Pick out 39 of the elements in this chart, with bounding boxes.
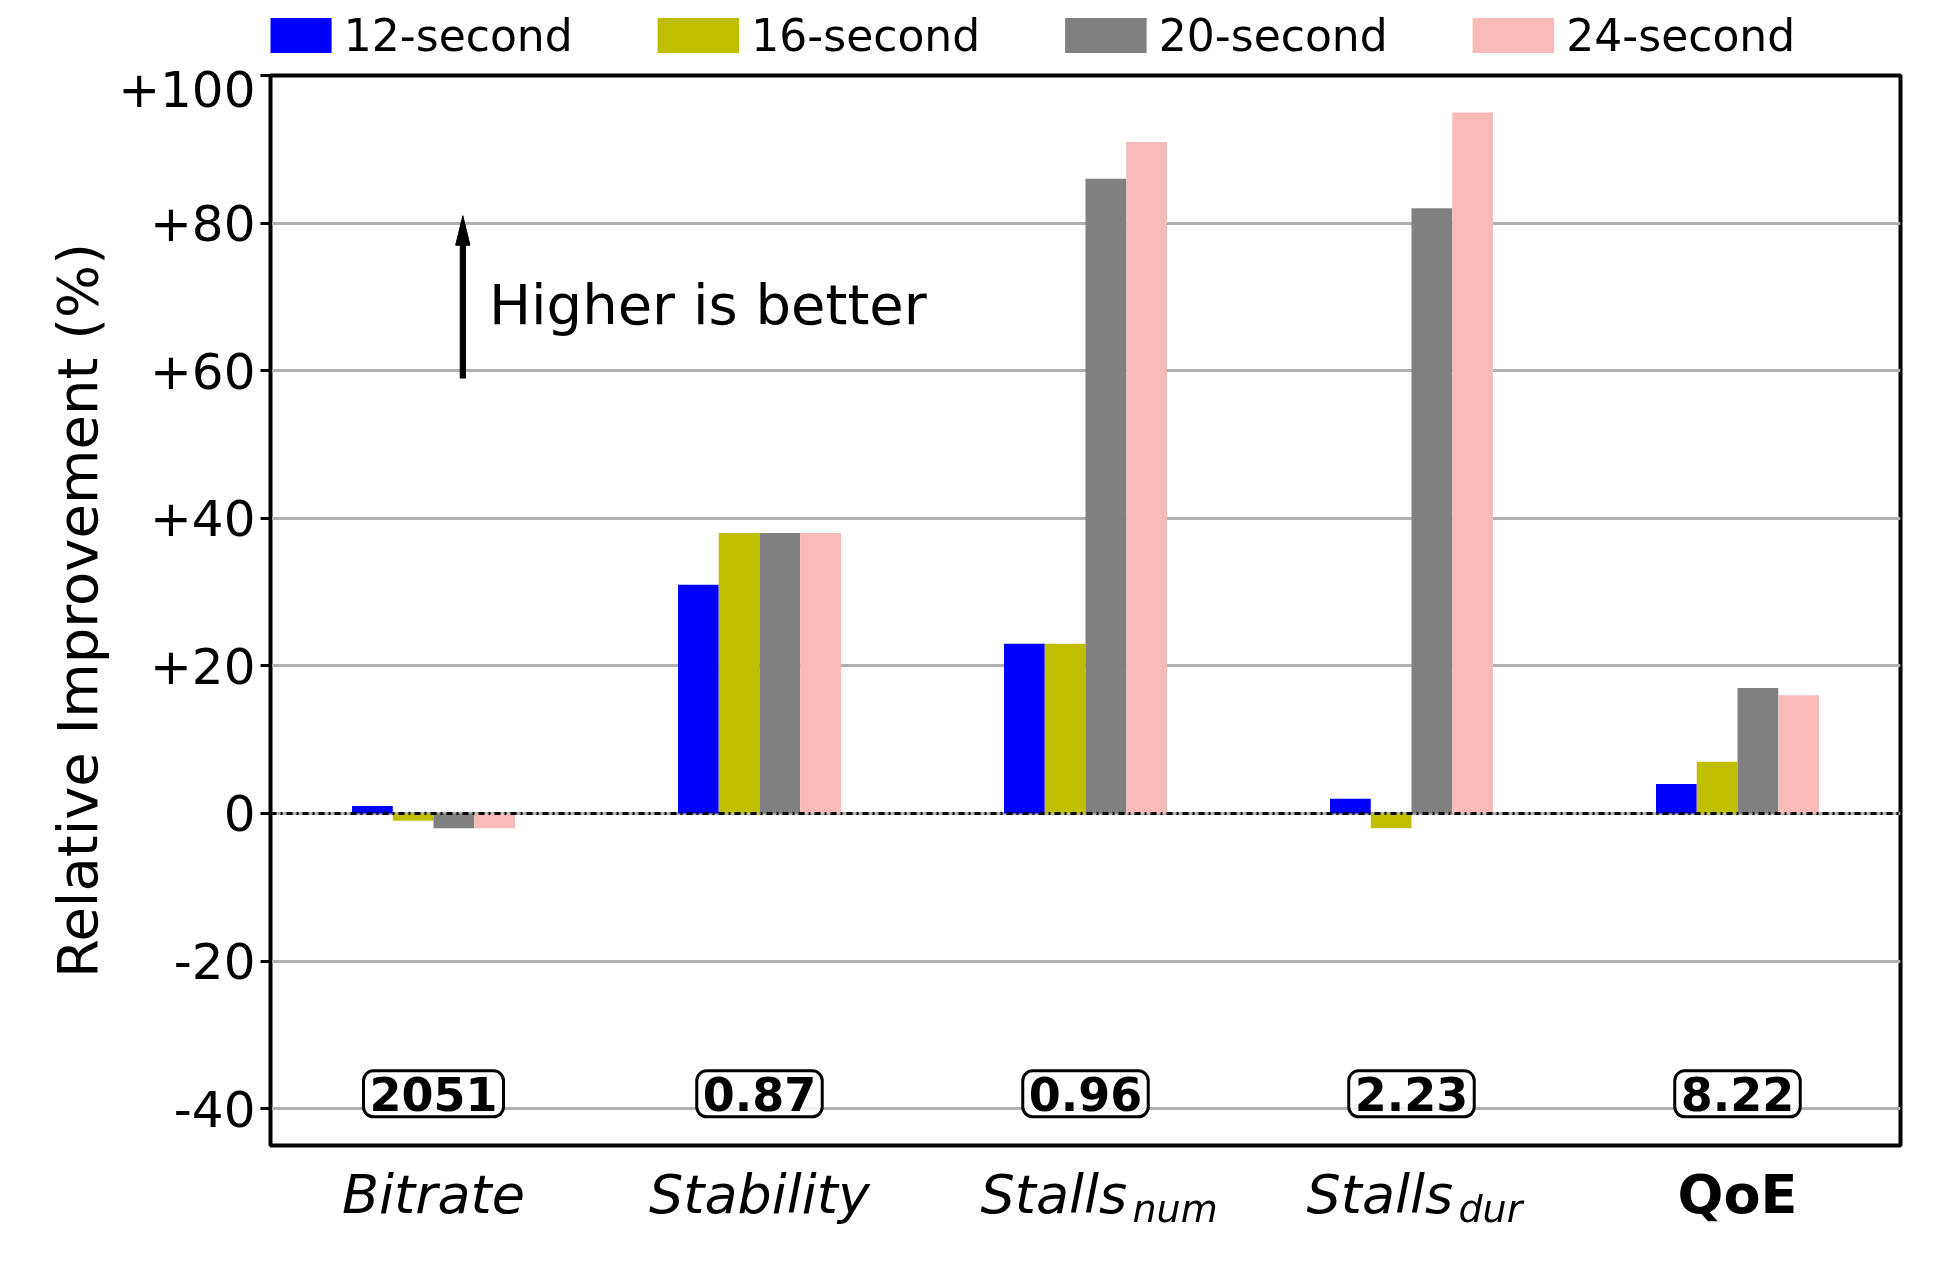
legend-label: 12-second xyxy=(343,10,573,61)
bar xyxy=(1085,178,1127,814)
x-tick-label: QoE xyxy=(1677,1163,1798,1226)
x-tick-label: Bitrate xyxy=(342,1163,525,1226)
x-tick-label: Stability xyxy=(649,1163,872,1226)
y-axis-title: Relative Improvement (%) xyxy=(45,242,111,979)
annotation: Higher is better xyxy=(488,271,928,337)
bar xyxy=(678,584,719,814)
bar xyxy=(1044,643,1086,814)
annotation: 0.87 xyxy=(702,1067,817,1122)
annotation: 8.22 xyxy=(1680,1067,1795,1122)
legend-label: 20-second xyxy=(1158,10,1388,61)
bar xyxy=(1330,798,1371,814)
bar xyxy=(1452,112,1493,814)
bar xyxy=(1370,813,1412,829)
y-tick-label: +60 xyxy=(149,342,256,401)
annotation: 2.23 xyxy=(1354,1067,1469,1122)
bar xyxy=(433,813,475,829)
legend-label: 24-second xyxy=(1566,10,1796,61)
bar xyxy=(1656,783,1697,814)
y-tick-label: -20 xyxy=(173,933,256,992)
bar xyxy=(800,533,841,814)
bar xyxy=(1737,687,1779,814)
annotation: 2051 xyxy=(369,1067,498,1122)
bar xyxy=(1004,643,1045,814)
bar xyxy=(474,813,515,829)
y-tick-label: +20 xyxy=(149,637,256,696)
annotation: 0.96 xyxy=(1028,1067,1143,1122)
legend-label: 16-second xyxy=(751,10,981,61)
bar xyxy=(718,533,760,814)
bar xyxy=(1696,761,1738,814)
bar xyxy=(1411,208,1453,814)
bar xyxy=(759,533,801,814)
y-tick-label: +80 xyxy=(149,195,256,254)
bar xyxy=(1126,141,1167,814)
y-tick-label: 0 xyxy=(223,785,256,844)
bar xyxy=(1778,695,1819,814)
y-tick-label: -40 xyxy=(173,1080,256,1139)
y-tick-label: +40 xyxy=(149,490,256,549)
